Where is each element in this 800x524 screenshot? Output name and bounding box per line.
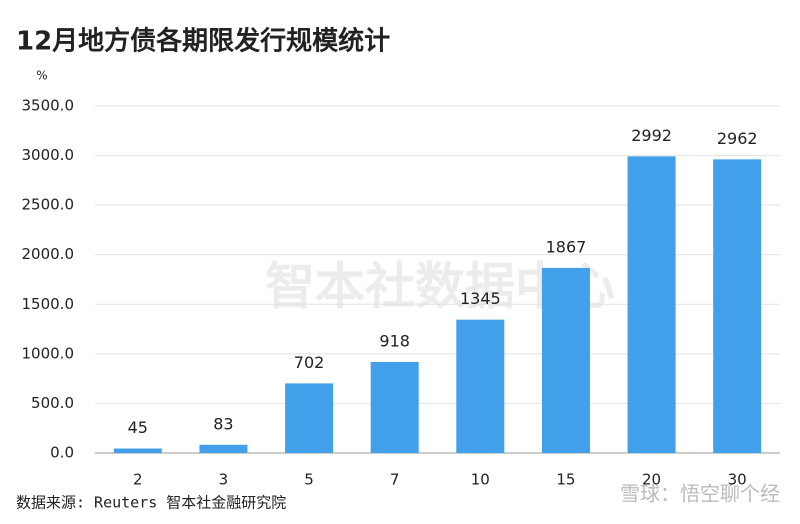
bar — [285, 383, 334, 453]
x-tick-label: 30 — [728, 471, 747, 489]
y-tick-label: 500.0 — [31, 394, 74, 412]
value-label: 45 — [128, 418, 148, 437]
value-label: 1345 — [460, 289, 501, 308]
y-unit: % — [36, 69, 47, 83]
y-tick-label: 1500.0 — [22, 295, 75, 313]
bar — [113, 448, 162, 453]
bar — [370, 361, 419, 453]
value-label: 83 — [213, 414, 233, 433]
x-tick-label: 3 — [219, 471, 229, 489]
bar — [456, 319, 505, 453]
x-tick-label: 5 — [304, 471, 314, 489]
bar — [713, 159, 762, 453]
x-tick-label: 10 — [471, 471, 490, 489]
value-label: 702 — [294, 353, 325, 372]
credit: 雪球：悟空聊个经 — [620, 482, 780, 506]
value-label: 1867 — [546, 237, 587, 256]
y-tick-label: 3000.0 — [22, 146, 75, 164]
value-label: 2992 — [631, 126, 672, 145]
x-tick-label: 7 — [390, 471, 400, 489]
source: 数据来源: Reuters 智本社金融研究院 — [16, 494, 286, 512]
y-tick-label: 2500.0 — [22, 196, 75, 214]
y-tick-label: 1000.0 — [22, 344, 75, 362]
bar — [541, 267, 590, 453]
y-tick-label: 3500.0 — [22, 97, 75, 115]
x-tick-label: 2 — [133, 471, 143, 489]
y-tick-label: 2000.0 — [22, 245, 75, 263]
x-tick-label: 15 — [556, 471, 575, 489]
bar — [199, 444, 248, 453]
chart-title: 12月地方债各期限发行规模统计 — [16, 26, 390, 57]
value-label: 918 — [379, 331, 410, 350]
y-tick-label: 0.0 — [50, 444, 74, 462]
bar — [627, 156, 676, 454]
value-label: 2962 — [717, 129, 758, 148]
x-tick-label: 20 — [642, 471, 661, 489]
